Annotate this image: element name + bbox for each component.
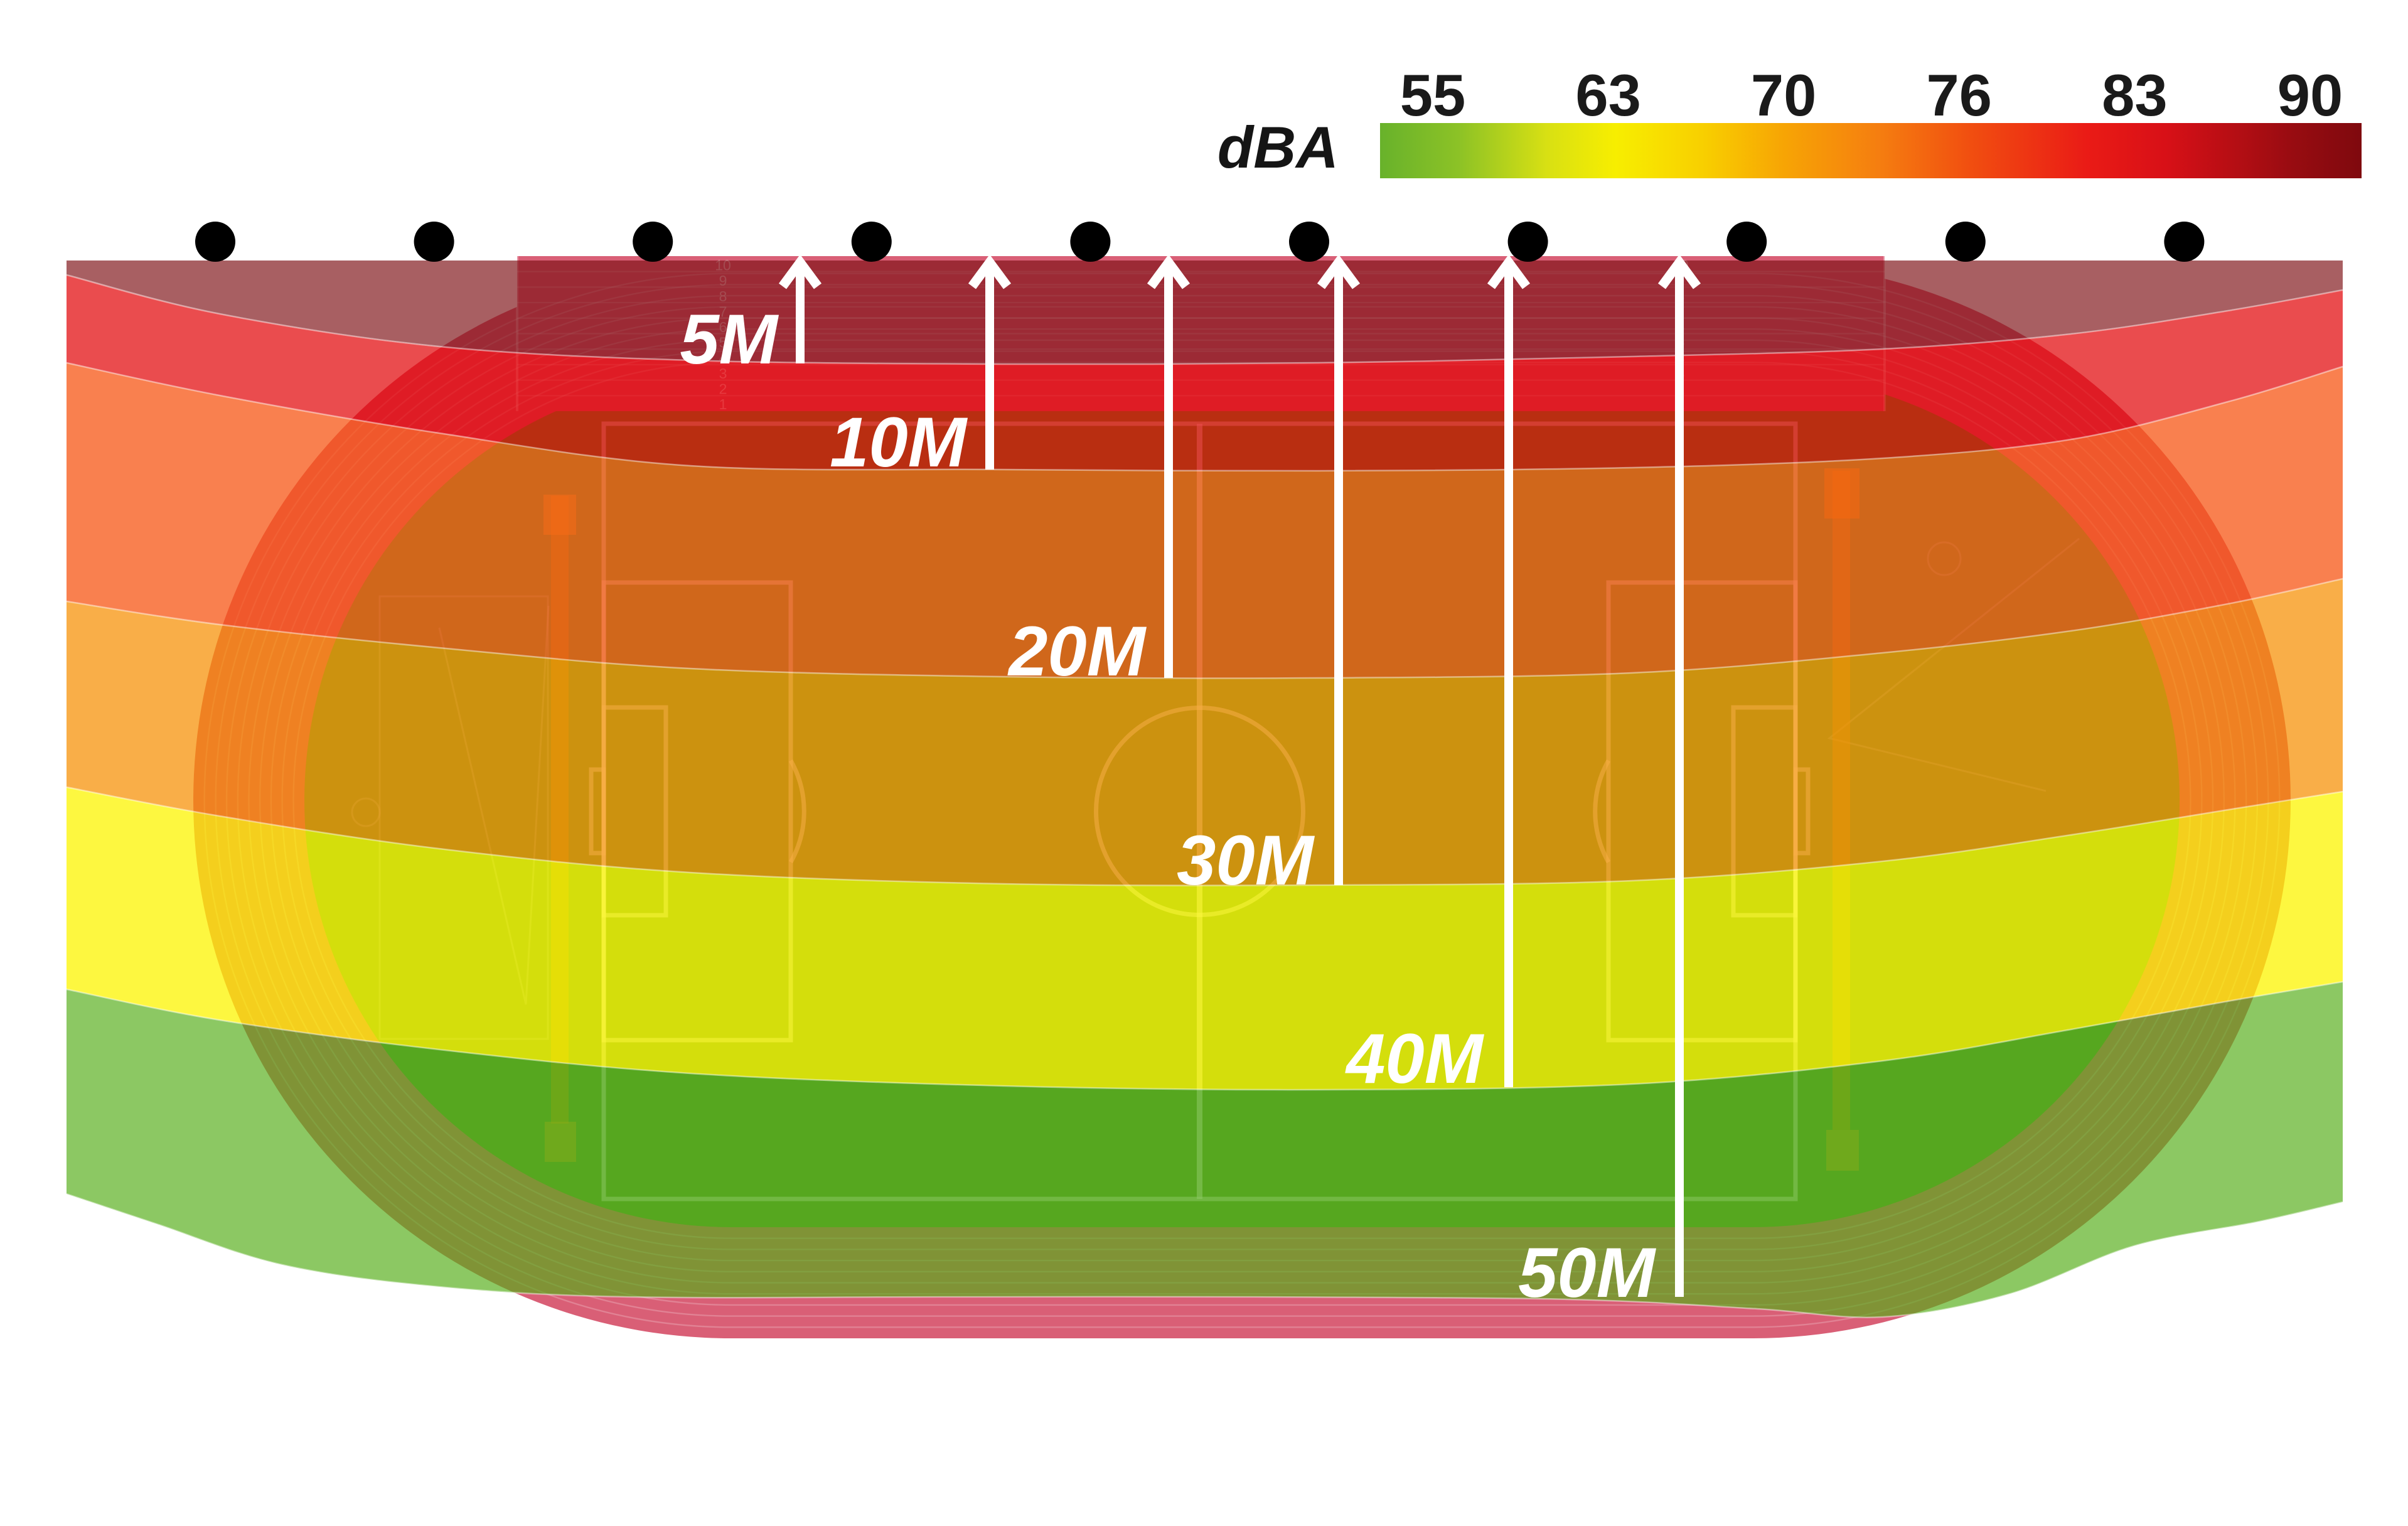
svg-text:5M: 5M (680, 300, 779, 379)
svg-text:10M: 10M (830, 403, 968, 481)
svg-text:90: 90 (2277, 62, 2343, 128)
svg-text:55: 55 (1400, 62, 1466, 128)
svg-text:40M: 40M (1345, 1019, 1485, 1098)
svg-text:20M: 20M (1007, 612, 1147, 690)
svg-text:70: 70 (1751, 62, 1817, 128)
svg-text:83: 83 (2102, 62, 2168, 128)
svg-text:dBA: dBA (1217, 114, 1339, 180)
svg-text:50M: 50M (1518, 1233, 1657, 1312)
svg-text:63: 63 (1575, 62, 1641, 128)
svg-text:30M: 30M (1177, 821, 1315, 900)
svg-text:76: 76 (1927, 62, 1993, 128)
